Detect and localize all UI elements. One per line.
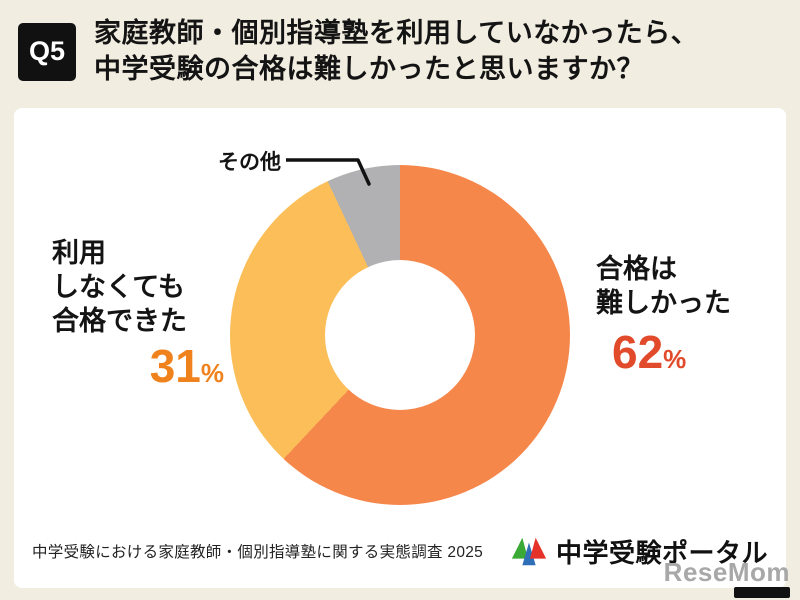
donut-hole <box>325 260 475 410</box>
left-callout-value: 31% <box>149 340 224 393</box>
right-callout-line-1: 合格は <box>596 254 677 284</box>
left-callout: 利用 しなくても 合格できた 31% <box>52 236 224 390</box>
left-callout-line-3: 合格できた <box>52 306 187 337</box>
right-callout-line-2: 難しかった <box>596 288 731 319</box>
percent-sign: % <box>200 358 224 389</box>
survey-source-text: 中学受験における家庭教師・個別指導塾に関する実態調査 2025 <box>32 544 484 561</box>
donut-chart <box>230 165 570 505</box>
other-segment-label: その他 <box>218 151 281 174</box>
question-header: Q5 家庭教師・個別指導塾を利用していなかったら、 中学受験の合格は難しかったと… <box>18 16 698 87</box>
portal-logo-icon <box>511 537 547 566</box>
resemom-watermark-bar <box>734 587 790 598</box>
portal-logo-text: 中学受験ポータル <box>555 537 768 568</box>
site-logo: 中学受験ポータル <box>510 532 768 570</box>
percent-sign: % <box>663 344 687 375</box>
other-leader-line <box>286 158 371 186</box>
right-callout: 合格は 難しかった 62% <box>596 252 776 376</box>
page-title: 家庭教師・個別指導塾を利用していなかったら、 中学受験の合格は難しかったと思いま… <box>94 16 698 87</box>
left-callout-line-2: しなくても <box>52 272 185 303</box>
question-number-badge: Q5 <box>18 22 76 81</box>
left-callout-line-1: 利用 <box>52 238 106 268</box>
chart-card: その他 利用 しなくても 合格できた 31% 合格は 難しかった 62% 中学受… <box>14 108 786 588</box>
resemom-watermark-text: ReseMom <box>663 557 790 587</box>
title-line-1: 家庭教師・個別指導塾を利用していなかったら、 <box>94 18 699 48</box>
right-callout-value: 62% <box>612 326 687 379</box>
resemom-watermark: ReseMom <box>664 559 790 598</box>
title-line-2: 中学受験の合格は難しかったと思いますか？ <box>94 53 644 84</box>
